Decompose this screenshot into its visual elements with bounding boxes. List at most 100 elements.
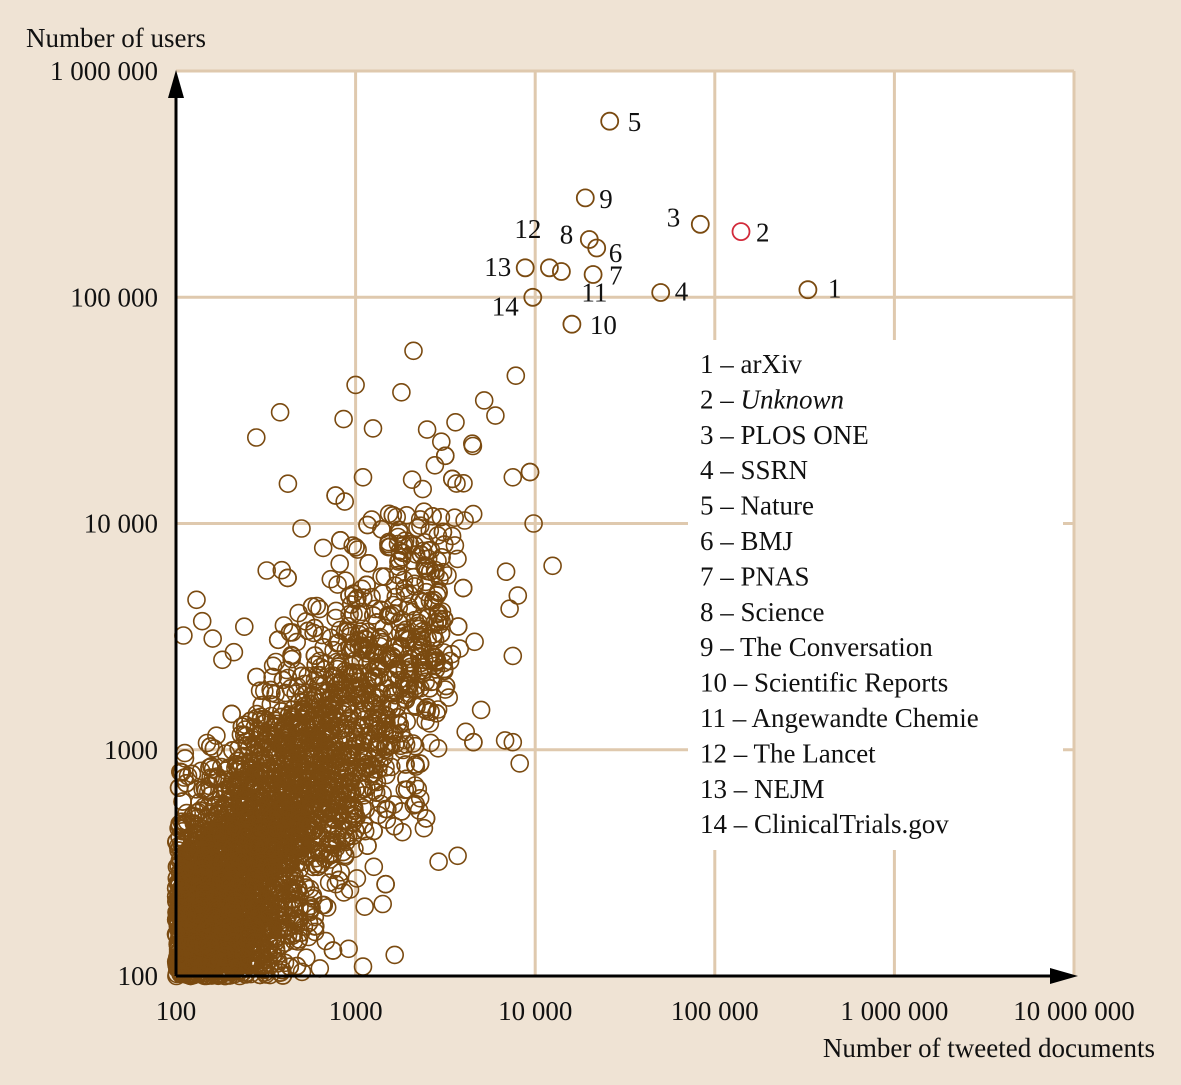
data-point [445,536,465,555]
data-point [262,809,282,829]
data-point [212,826,232,846]
data-point [434,535,454,554]
point-label-13: 13 [484,252,511,282]
data-point [192,937,212,957]
data-point [214,913,234,933]
data-point [311,747,331,767]
data-point [503,467,523,487]
data-point [345,821,365,840]
data-point [197,733,217,753]
data-point [287,632,307,652]
point-label-5: 5 [628,107,642,137]
data-point [169,856,188,876]
data-point [496,562,516,582]
data-point [320,745,340,765]
y-axis-arrow-icon [168,70,184,98]
data-point [405,695,425,715]
data-point [362,510,382,529]
data-point [383,505,403,525]
data-point [417,698,437,717]
data-point [240,792,259,812]
data-point [448,617,468,636]
data-point [360,734,380,754]
data-point [336,796,356,816]
data-point [278,568,297,588]
data-point [448,549,467,569]
data-point [421,702,440,722]
data-point [355,897,375,917]
data-point [225,964,245,984]
data-point [448,846,467,866]
data-point [385,604,404,623]
points-outliers [174,341,562,976]
data-point [454,473,473,493]
data-point [465,632,484,652]
data-point [241,711,260,731]
data-point [183,806,202,826]
data-point [500,599,519,619]
data-point [201,737,220,756]
data-point [356,800,376,819]
data-point [223,741,242,760]
data-point [524,514,543,533]
data-point [326,486,345,505]
data-point [400,649,420,669]
data-point [240,753,260,772]
data-point [327,633,347,653]
data-point [335,492,355,511]
labeled-point-10 [562,314,582,334]
data-point [261,896,281,916]
data-point [450,639,470,658]
point-label-4: 4 [675,277,689,307]
data-point [431,507,451,527]
data-point [379,534,398,554]
data-point [296,797,315,816]
data-point [305,646,325,665]
data-point [412,637,432,657]
data-point [246,774,265,794]
data-point [495,731,515,750]
data-point [414,650,434,670]
labeled-point-4 [651,283,671,302]
data-point [292,837,312,857]
data-point [445,508,465,528]
data-point [336,828,356,848]
data-point [194,848,213,867]
labeled-point-12 [540,258,559,278]
data-point [393,628,413,648]
point-label-6: 6 [609,238,623,268]
data-point [257,561,277,580]
data-point [242,729,261,749]
data-point [258,910,278,929]
data-point [503,646,523,666]
data-point [455,511,474,530]
data-point [185,945,204,964]
x-tick-label: 10 000 000 [1013,996,1135,1026]
data-point [409,647,429,666]
legend-item-2: 2 – Unknown [700,384,844,414]
data-point [382,683,401,703]
data-point [324,673,344,692]
data-point [320,846,340,865]
data-point [298,621,318,641]
data-point [392,678,411,698]
y-tick-label: 100 [118,961,159,991]
data-point [427,585,447,605]
x-axis-title: Number of tweeted documents [823,1033,1155,1063]
data-point [408,779,428,799]
data-point [340,784,360,803]
data-point [410,590,430,610]
data-point [221,873,240,893]
data-point [222,704,241,724]
data-point [216,947,235,967]
data-point [389,598,409,617]
data-point [201,786,220,805]
legend-background [688,340,1063,850]
data-point [376,734,395,754]
data-point [204,907,223,927]
labeled-point-9 [575,188,595,208]
data-point [402,470,422,490]
data-point [260,924,279,943]
data-point [249,836,269,855]
data-point [210,864,229,883]
